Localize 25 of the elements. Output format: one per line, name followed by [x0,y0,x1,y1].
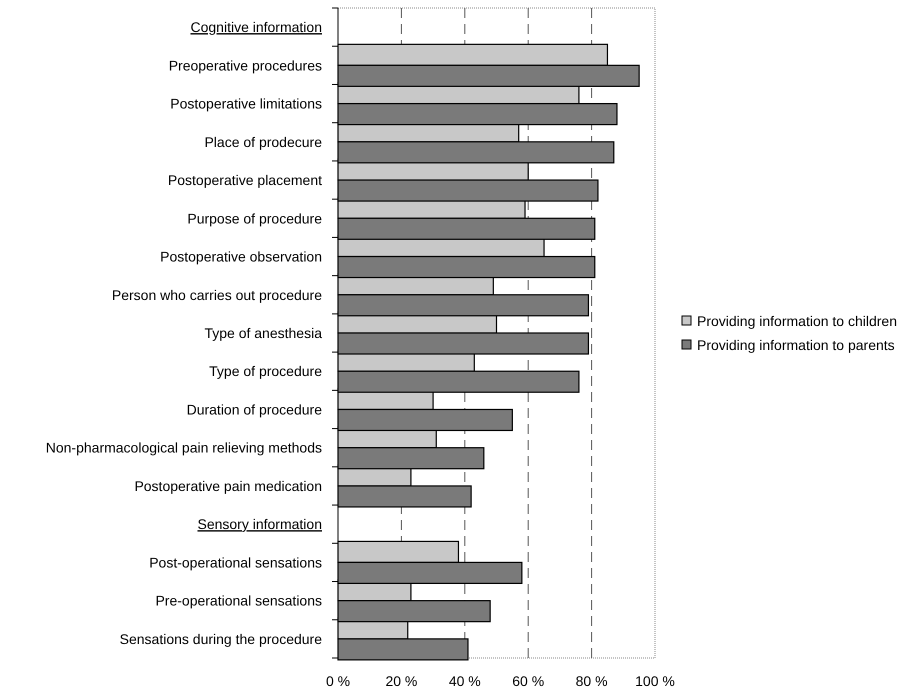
y-tick-label: Preoperative procedures [168,57,322,74]
x-tick-label: 60 % [512,673,544,689]
y-tick-label: Place of prodecure [204,134,322,150]
x-tick-label: 100 % [635,673,675,689]
y-tick-label: Type of anesthesia [204,325,322,341]
legend-label: Providing information to children [697,313,897,329]
y-tick-label: Person who carries out procedure [112,286,322,303]
y-tick-label: Post-operational sensations [149,554,322,570]
x-tick-label: 80 % [576,673,608,689]
y-tick-label: Sensory information [197,516,322,532]
y-tick-label: Type of procedure [209,363,322,380]
y-tick-label: Sensations during the procedure [120,630,322,647]
x-tick-label: 40 % [448,673,481,689]
y-tick-label: Postoperative pain medication [134,478,322,494]
y-tick-label: Non-pharmacological pain relieving methods [46,440,322,456]
y-tick-label: Postoperative limitations [170,96,322,112]
x-tick-label: 20 % [385,673,418,689]
y-tick-label: Postoperative placement [168,172,322,188]
y-tick-label: Purpose of procedure [187,210,322,226]
y-tick-label: Postoperative observation [160,248,322,265]
y-tick-label: Pre-operational sensations [155,592,322,609]
legend-label: Providing information to parents [697,337,895,353]
y-tick-label: Duration of procedure [186,401,322,418]
y-tick-label: Cognitive information [190,19,322,36]
x-tick-label: 0 % [326,673,350,689]
